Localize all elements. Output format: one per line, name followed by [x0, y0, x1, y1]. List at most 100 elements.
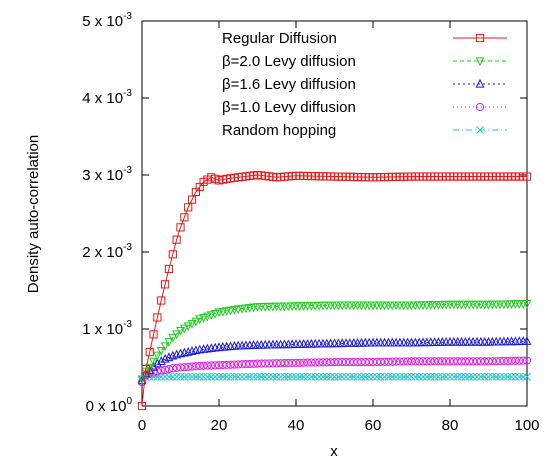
- series-point: [164, 372, 173, 381]
- series-point: [222, 372, 231, 381]
- series-point: [168, 372, 177, 381]
- series-point: [365, 372, 374, 381]
- series-x: [138, 372, 531, 384]
- series-point: [469, 372, 478, 381]
- series-point: [484, 357, 493, 366]
- series-point: [276, 359, 285, 368]
- series-point: [330, 358, 339, 367]
- series-point: [234, 372, 243, 381]
- series-point: [318, 372, 327, 381]
- legend-marker: [475, 78, 485, 88]
- series-point: [295, 372, 304, 381]
- series-point: [519, 356, 528, 365]
- series-point: [303, 358, 312, 367]
- series-point: [238, 372, 247, 381]
- series-point: [261, 372, 270, 381]
- series-point: [411, 372, 420, 381]
- series-point: [292, 372, 300, 381]
- y-tick-label: 0 x 100: [86, 396, 133, 415]
- series-triangle-up: [137, 336, 532, 385]
- series-point: [326, 358, 335, 367]
- series-point: [388, 372, 397, 381]
- series-point: [145, 348, 154, 357]
- series-point: [430, 372, 439, 381]
- series-point: [303, 372, 312, 381]
- series-point: [492, 357, 501, 366]
- series-point: [434, 372, 443, 381]
- series-point: [257, 359, 266, 368]
- series-point: [326, 372, 335, 381]
- series-point: [153, 367, 162, 376]
- series-point: [291, 358, 301, 367]
- series-point: [218, 360, 227, 370]
- series-point: [341, 358, 351, 367]
- series-point: [476, 372, 485, 381]
- legend-label: Regular Diffusion: [222, 30, 337, 47]
- series-point: [153, 313, 162, 322]
- series-point: [191, 317, 201, 327]
- series-point: [503, 356, 512, 366]
- series-point: [241, 372, 250, 381]
- series-point: [211, 361, 220, 370]
- series-point: [349, 358, 358, 367]
- series-point: [249, 372, 258, 381]
- series-point: [183, 322, 193, 332]
- series-point: [407, 372, 416, 381]
- series-point: [384, 372, 393, 381]
- series-point: [403, 372, 412, 381]
- series-point: [388, 357, 397, 366]
- series-point: [403, 357, 412, 366]
- series-point: [480, 372, 489, 381]
- series-point: [161, 365, 170, 374]
- series-point: [330, 372, 339, 381]
- series-point: [168, 364, 177, 373]
- series-line: [141, 360, 528, 383]
- series-point: [461, 357, 470, 366]
- series-point: [426, 357, 435, 366]
- series-point: [299, 358, 308, 367]
- series-point: [141, 368, 151, 378]
- series-point: [418, 357, 428, 366]
- x-tick-label: 0: [138, 417, 146, 434]
- series-point: [249, 359, 258, 368]
- series-point: [184, 203, 193, 212]
- series-point: [222, 360, 231, 369]
- series-point: [492, 372, 501, 381]
- series-point: [361, 358, 370, 367]
- series-point: [207, 372, 216, 381]
- series-point: [168, 333, 178, 343]
- x-tick-label: 100: [514, 417, 539, 434]
- series-point: [176, 372, 185, 381]
- series-point: [422, 372, 431, 381]
- series-point: [503, 372, 512, 381]
- series-point: [172, 235, 181, 244]
- series-point: [515, 372, 524, 381]
- series-point: [449, 372, 458, 381]
- series-point: [438, 357, 447, 366]
- series-point: [245, 359, 254, 369]
- series-point: [380, 357, 389, 366]
- series-point: [353, 372, 362, 381]
- series-point: [349, 372, 358, 381]
- series-point: [206, 311, 216, 321]
- series-point: [368, 358, 378, 367]
- y-tick-label: 5 x 10-3: [82, 11, 132, 30]
- series-point: [345, 372, 354, 381]
- series-point: [311, 358, 320, 367]
- series-point: [419, 372, 428, 381]
- series-point: [199, 314, 209, 323]
- series-point: [507, 356, 516, 365]
- series-point: [480, 357, 489, 366]
- series-point: [519, 372, 528, 381]
- y-tick-label: 1 x 10-3: [82, 319, 132, 338]
- series-point: [261, 359, 270, 368]
- series-point: [160, 342, 170, 352]
- legend: Regular Diffusion β=2.0 Levy diffusion β=1…: [222, 30, 507, 139]
- series-point: [392, 357, 401, 366]
- series-point: [315, 372, 324, 381]
- series-point: [172, 363, 181, 372]
- series-point: [299, 372, 308, 381]
- series-point: [438, 372, 447, 381]
- series-point: [180, 372, 189, 381]
- series-point: [415, 372, 424, 381]
